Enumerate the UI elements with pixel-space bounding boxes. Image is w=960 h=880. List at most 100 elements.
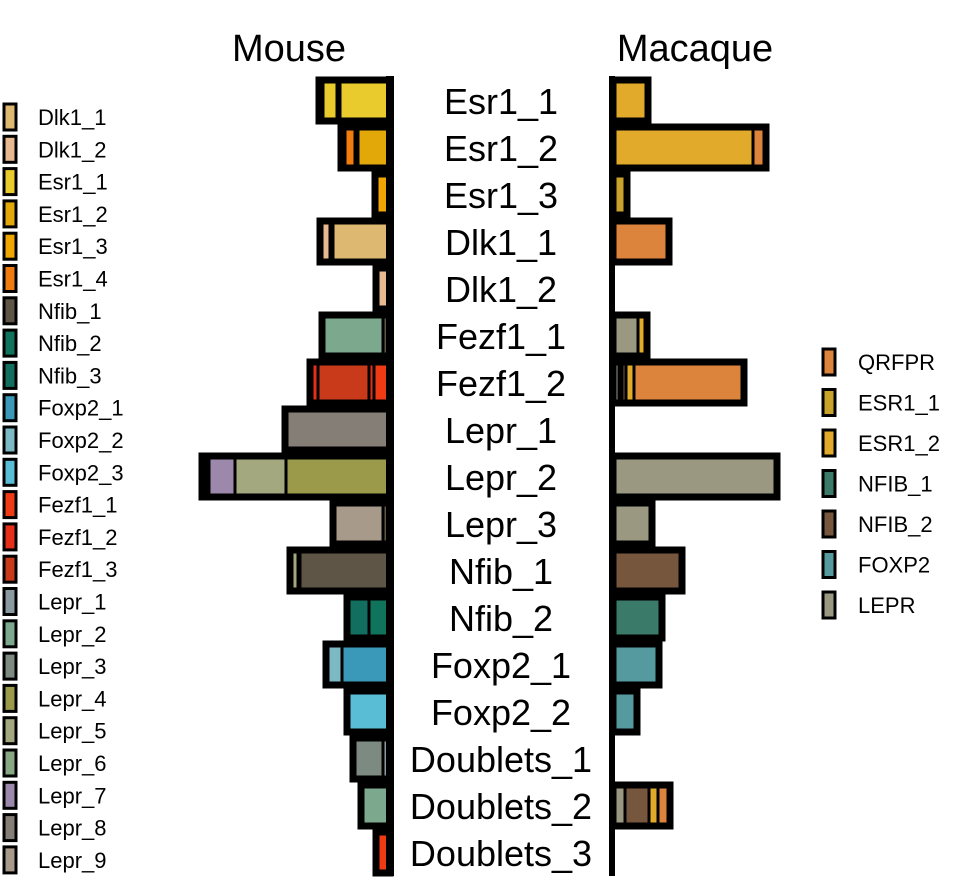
mouse-legend-label-lepr-6: Lepr_6 — [38, 751, 107, 776]
mouse-bar-doublets-2-lepr-2 — [359, 783, 392, 828]
category-label-nfib-1: Nfib_1 — [449, 551, 553, 592]
mouse-legend-swatch-esr1-2 — [2, 199, 18, 229]
category-label-dlk1-2: Dlk1_2 — [445, 269, 557, 310]
mouse-legend-label-lepr-7: Lepr_7 — [38, 783, 107, 808]
mouse-legend-label-foxp2-2: Foxp2_2 — [38, 428, 124, 453]
category-label-fezf1-2: Fezf1_2 — [436, 363, 566, 404]
mouse-legend-label-esr1-1: Esr1_1 — [38, 170, 108, 195]
mouse-legend-swatch-nfib-3 — [2, 360, 18, 390]
mouse-legend-swatch-lepr-4 — [2, 683, 18, 713]
macaque-legend-label-esr1-2: ESR1_2 — [858, 431, 940, 456]
macaque-bars — [609, 76, 781, 830]
mouse-legend-swatch-lepr-1 — [2, 587, 18, 616]
mouse-bar-lepr-2-lepr-4 — [284, 454, 392, 499]
mouse-legend-label-dlk1-1: Dlk1_1 — [38, 105, 106, 130]
mouse-bar-esr1-1-esr1-1 — [321, 78, 339, 123]
mouse-legend-label-fezf1-1: Fezf1_1 — [38, 493, 118, 518]
macaque-bar-nfib-1-nfib-2 — [611, 548, 684, 593]
mouse-bar-fezf1-1-lepr-2 — [320, 313, 385, 358]
mouse-legend-swatch-nfib-1 — [2, 296, 18, 326]
macaque-legend-swatch-esr1-2 — [821, 428, 837, 458]
macaque-bar-lepr-3-lepr — [611, 501, 654, 546]
mouse-legend-label-fezf1-3: Fezf1_3 — [38, 557, 118, 582]
category-label-doublets-1: Doublets_1 — [410, 739, 592, 780]
category-label-doublets-2: Doublets_2 — [410, 786, 592, 827]
macaque-legend-label-lepr: LEPR — [858, 593, 915, 618]
macaque-legend-label-nfib-2: NFIB_2 — [858, 512, 933, 537]
mouse-legend-label-nfib-1: Nfib_1 — [38, 299, 102, 324]
mouse-legend-swatch-lepr-7 — [2, 780, 18, 810]
mouse-legend-label-lepr-3: Lepr_3 — [38, 654, 107, 679]
mouse-bar-doublets-1-lepr-3 — [351, 736, 385, 781]
category-label-esr1-2: Esr1_2 — [444, 128, 558, 169]
category-label-foxp2-2: Foxp2_2 — [431, 692, 571, 733]
macaque-bar-nfib-2-nfib-1 — [611, 595, 664, 640]
macaque-legend-swatch-foxp2 — [821, 550, 837, 579]
mouse-legend-swatch-esr1-3 — [2, 231, 18, 261]
macaque-legend: QRFPR ESR1_1 ESR1_2 NFIB_1 NFIB_2 FOXP2 LEPR — [821, 347, 940, 620]
mouse-legend-label-esr1-3: Esr1_3 — [38, 234, 108, 259]
category-label-dlk1-1: Dlk1_1 — [445, 222, 557, 263]
mouse-legend-label-fezf1-2: Fezf1_2 — [38, 525, 118, 550]
mouse-bar-lepr-2-lepr-5 — [233, 454, 288, 499]
macaque-bar-foxp2-2-foxp2 — [611, 689, 639, 734]
mouse-bar-fezf1-2-fezf1-3 — [316, 360, 371, 405]
mouse-bar-lepr-2-lepr-7 — [207, 454, 237, 499]
category-label-lepr-3: Lepr_3 — [445, 504, 557, 545]
macaque-legend-swatch-nfib-2 — [821, 509, 837, 539]
mouse-legend-swatch-foxp2-3 — [2, 457, 18, 487]
mouse-bar-foxp2-1-foxp2-1 — [340, 642, 392, 687]
macaque-panel-title: Macaque — [617, 28, 773, 70]
macaque-legend-swatch-qrfpr — [821, 347, 837, 377]
mouse-legend-swatch-dlk1-1 — [2, 102, 18, 132]
mouse-legend-swatch-nfib-2 — [2, 328, 18, 358]
mouse-bar-dlk1-1-dlk1-1 — [331, 219, 392, 264]
category-label-foxp2-1: Foxp2_1 — [431, 645, 571, 686]
mouse-legend-swatch-fezf1-3 — [2, 554, 18, 584]
mouse-legend-label-lepr-4: Lepr_4 — [38, 686, 107, 711]
mouse-legend-label-dlk1-2: Dlk1_2 — [38, 137, 106, 162]
macaque-bar-foxp2-1-foxp2 — [611, 642, 661, 687]
macaque-bar-fezf1-1-lepr — [611, 313, 640, 358]
macaque-legend-label-foxp2: FOXP2 — [858, 553, 930, 578]
category-label-lepr-1: Lepr_1 — [445, 410, 557, 451]
category-label-nfib-2: Nfib_2 — [449, 598, 553, 639]
mouse-legend-label-foxp2-3: Foxp2_3 — [38, 460, 124, 485]
mouse-legend-swatch-lepr-6 — [2, 748, 18, 778]
mouse-bar-foxp2-2-foxp2-3 — [345, 689, 392, 734]
macaque-legend-label-qrfpr: QRFPR — [858, 350, 935, 375]
macaque-legend-label-nfib-1: NFIB_1 — [858, 472, 933, 497]
mouse-legend-label-lepr-2: Lepr_2 — [38, 622, 107, 647]
mouse-bar-esr1-1-esr1-1 — [338, 78, 392, 123]
macaque-bar-doublets-2-nfib-2 — [623, 783, 651, 828]
mouse-legend-swatch-lepr-9 — [2, 845, 18, 875]
mouse-panel-title: Mouse — [232, 28, 346, 70]
mouse-legend-swatch-dlk1-2 — [2, 134, 18, 164]
mouse-legend-label-esr1-4: Esr1_4 — [38, 267, 108, 292]
mouse-legend-label-esr1-2: Esr1_2 — [38, 202, 108, 227]
macaque-legend-label-esr1-1: ESR1_1 — [858, 391, 940, 416]
mouse-legend-swatch-fezf1-2 — [2, 522, 18, 552]
mouse-legend-swatch-lepr-5 — [2, 716, 18, 746]
macaque-bar-esr1-1-esr1-2 — [611, 78, 650, 123]
macaque-legend-swatch-nfib-1 — [821, 469, 837, 498]
category-label-esr1-1: Esr1_1 — [444, 81, 558, 122]
category-label-doublets-3: Doublets_3 — [410, 833, 592, 874]
mouse-bar-esr1-2-esr1-2 — [356, 125, 392, 170]
mouse-bar-lepr-3-lepr-9 — [331, 501, 385, 546]
mouse-bars — [198, 76, 394, 877]
category-label-lepr-2: Lepr_2 — [445, 457, 557, 498]
mouse-bar-nfib-1-nfib-1 — [298, 548, 392, 593]
mouse-legend-swatch-esr1-1 — [2, 167, 18, 197]
macaque-bar-dlk1-1-qrfpr — [611, 219, 671, 264]
category-labels: Esr1_1 Esr1_2 Esr1_3 Dlk1_1 Dlk1_2 Fezf1_1 Fez… — [410, 81, 592, 874]
category-label-fezf1-1: Fezf1_1 — [436, 316, 566, 357]
mouse-legend-label-lepr-8: Lepr_8 — [38, 816, 107, 841]
mouse-bar-lepr-1-lepr-8 — [283, 407, 392, 452]
mouse-legend-label-lepr-5: Lepr_5 — [38, 719, 107, 744]
mouse-legend-label-lepr-1: Lepr_1 — [38, 590, 107, 615]
macaque-legend-swatch-esr1-1 — [821, 388, 837, 417]
mouse-legend: Dlk1_1 Dlk1_2 Esr1_1 Esr1_2 Esr1_3 Esr1_4 Nfib… — [2, 102, 124, 875]
macaque-bar-lepr-2-lepr — [611, 454, 779, 499]
